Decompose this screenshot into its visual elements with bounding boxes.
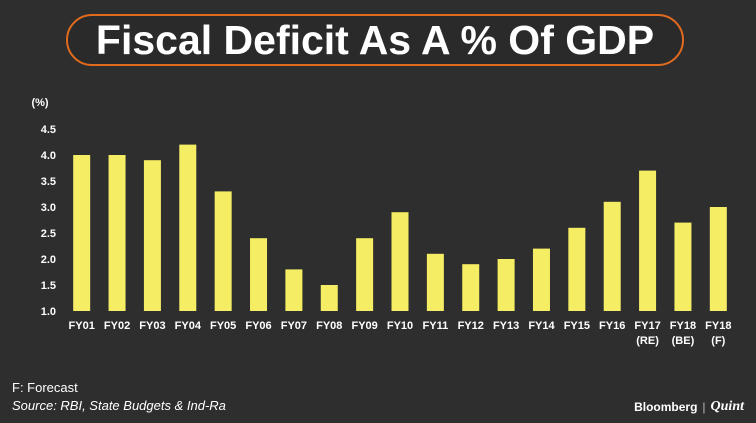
y-tick-label: 1.5 bbox=[41, 280, 56, 292]
y-tick-label: 2.5 bbox=[41, 228, 56, 240]
bar bbox=[285, 269, 303, 311]
x-tick-label: FY07 bbox=[281, 320, 307, 332]
x-tick-label: (RE) bbox=[636, 335, 659, 347]
bar bbox=[214, 191, 232, 311]
bloomberg-quint-logo: Bloomberg | Quint bbox=[634, 399, 744, 415]
x-tick-label: FY03 bbox=[139, 320, 165, 332]
x-tick-label: FY16 bbox=[599, 320, 625, 332]
source-note: Source: RBI, State Budgets & Ind-Ra bbox=[12, 398, 226, 413]
x-tick-label: FY02 bbox=[104, 320, 130, 332]
bar bbox=[250, 238, 268, 311]
bar bbox=[532, 248, 550, 311]
bar bbox=[603, 201, 621, 311]
y-tick-label: 4.5 bbox=[41, 124, 56, 136]
bar bbox=[391, 212, 409, 311]
x-tick-label: FY11 bbox=[423, 320, 449, 332]
x-tick-label: FY09 bbox=[351, 320, 377, 332]
bar bbox=[108, 155, 126, 311]
x-tick-label: FY14 bbox=[528, 320, 555, 332]
x-tick-label: FY10 bbox=[387, 320, 413, 332]
x-tick-label: FY17 bbox=[634, 320, 660, 332]
y-tick-label: 4.0 bbox=[41, 150, 56, 162]
x-tick-label: FY18 bbox=[670, 320, 696, 332]
bar bbox=[179, 144, 197, 311]
logo-brand: Bloomberg bbox=[634, 400, 698, 414]
x-tick-label: FY13 bbox=[493, 320, 519, 332]
bar bbox=[497, 259, 515, 311]
x-tick-label: FY08 bbox=[316, 320, 342, 332]
bar bbox=[462, 264, 480, 311]
chart-title: Fiscal Deficit As A % Of GDP bbox=[95, 16, 655, 63]
forecast-footnote: F: Forecast bbox=[12, 380, 78, 395]
x-tick-label: FY18 bbox=[705, 320, 731, 332]
logo-separator: | bbox=[702, 400, 706, 414]
bar bbox=[143, 160, 161, 311]
y-axis-unit-label: (%) bbox=[31, 97, 48, 109]
bar bbox=[426, 253, 444, 311]
bar bbox=[73, 155, 91, 311]
bar bbox=[320, 285, 338, 311]
x-tick-label: FY12 bbox=[458, 320, 484, 332]
y-tick-label: 3.5 bbox=[41, 176, 56, 188]
x-tick-label: (BE) bbox=[672, 335, 695, 347]
x-tick-label: (F) bbox=[711, 335, 725, 347]
bar bbox=[709, 207, 727, 311]
bar bbox=[568, 227, 586, 311]
x-tick-label: FY01 bbox=[69, 320, 95, 332]
x-tick-label: FY05 bbox=[210, 320, 236, 332]
logo-sub: Quint bbox=[710, 399, 744, 414]
y-tick-label: 1.0 bbox=[41, 306, 56, 318]
x-tick-label: FY06 bbox=[245, 320, 271, 332]
bar bbox=[356, 238, 374, 311]
bar bbox=[674, 222, 692, 311]
bar bbox=[639, 170, 657, 311]
y-tick-label: 3.0 bbox=[41, 202, 56, 214]
chart-title-pill: Fiscal Deficit As A % Of GDP bbox=[66, 14, 684, 66]
y-tick-label: 2.0 bbox=[41, 254, 56, 266]
x-tick-label: FY15 bbox=[564, 320, 590, 332]
x-tick-label: FY04 bbox=[175, 320, 202, 332]
